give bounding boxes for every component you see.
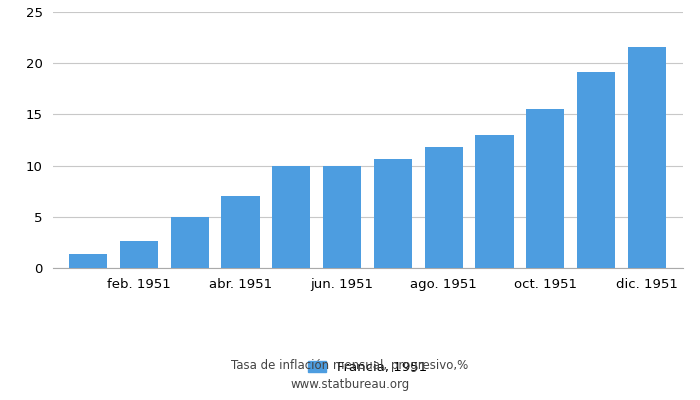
Legend: Francia, 1951: Francia, 1951 [308, 361, 427, 374]
Bar [628, 47, 666, 268]
Bar [221, 196, 260, 268]
Bar [323, 166, 361, 268]
Bar [69, 254, 107, 268]
Bar [425, 147, 463, 268]
Bar [171, 217, 209, 268]
Bar [475, 135, 514, 268]
Bar [272, 166, 310, 268]
Bar [526, 109, 564, 268]
Bar [577, 72, 615, 268]
Text: Tasa de inflación mensual, progresivo,%: Tasa de inflación mensual, progresivo,% [232, 360, 468, 372]
Bar [120, 241, 158, 268]
Bar [374, 160, 412, 268]
Text: www.statbureau.org: www.statbureau.org [290, 378, 410, 391]
